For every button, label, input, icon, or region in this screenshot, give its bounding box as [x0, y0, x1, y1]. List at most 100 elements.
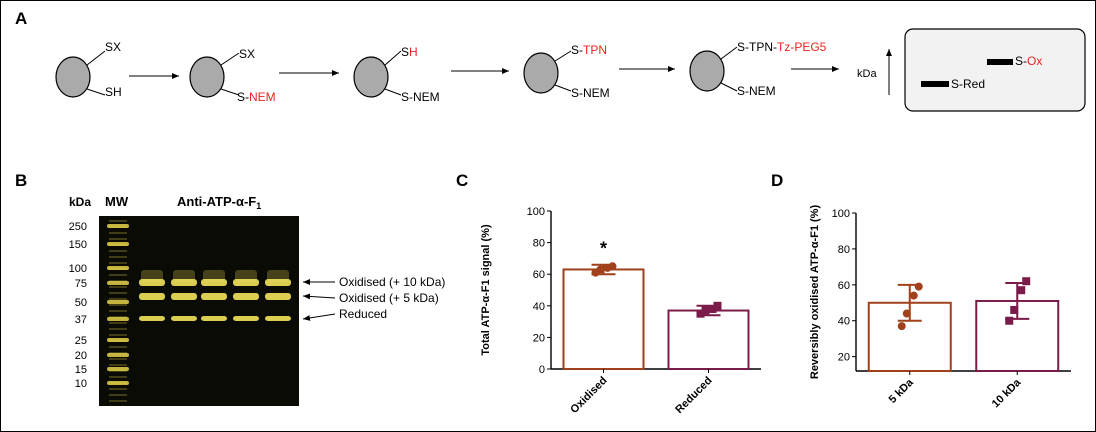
- sample-band: [265, 293, 291, 300]
- blot-kda-header: kDa: [69, 195, 91, 209]
- marker-label: 15: [75, 364, 87, 376]
- y-tick-label: 80: [533, 238, 545, 250]
- data-point: [608, 262, 617, 271]
- step4-top-highlight: TPN: [583, 43, 607, 57]
- ladder-smear: [109, 316, 127, 318]
- step2-bottom: S-: [237, 90, 249, 104]
- ladder-band: [107, 300, 129, 304]
- y-axis-label: Total ATP-α-F1 signal (%): [480, 224, 492, 356]
- marker-label: 50: [75, 297, 87, 309]
- sample-smear: [173, 270, 195, 282]
- ladder-smear: [109, 304, 127, 306]
- ladder-band: [107, 224, 129, 228]
- blot-image: [99, 216, 299, 406]
- scheme-step-2: SX S-NEM: [189, 47, 276, 104]
- ladder-band: [107, 266, 129, 270]
- sample-band: [201, 279, 227, 286]
- ladder-smear: [109, 268, 127, 270]
- ladder-band: [107, 242, 129, 246]
- marker-label: 20: [75, 350, 87, 362]
- band-arrow: [302, 313, 336, 321]
- ladder-smear: [109, 244, 127, 246]
- step1-bottom: SH: [105, 85, 122, 99]
- svg-text:S-TPN-Tz-PEG5: S-TPN-Tz-PEG5: [737, 40, 827, 54]
- y-tick-label: 100: [527, 206, 545, 218]
- ladder-band: [107, 338, 129, 342]
- ladder-band: [107, 353, 129, 357]
- ladder-smear: [109, 250, 127, 252]
- sample-band: [171, 293, 197, 300]
- sample-band: [265, 316, 291, 321]
- step2-bottom-highlight: NEM: [249, 90, 276, 104]
- sample-band: [265, 279, 291, 286]
- ladder-smear: [109, 310, 127, 312]
- data-point: [909, 291, 918, 300]
- step4-bottom: S-NEM: [571, 86, 610, 100]
- band-labels: Oxidised (+ 10 kDa) Oxidised (+ 5 kDa) Red…: [302, 275, 445, 321]
- sample-smear: [235, 270, 257, 282]
- marker-label: 25: [75, 335, 87, 347]
- ladder-smear: [109, 274, 127, 276]
- ladder-smear: [109, 364, 127, 366]
- band-arrow: [302, 293, 336, 300]
- ladder-smear: [109, 220, 127, 222]
- y-tick-label: 60: [838, 280, 850, 292]
- data-point: [914, 282, 923, 291]
- ladder-smear: [109, 280, 127, 282]
- ox-band: [987, 59, 1013, 65]
- svg-text:Anti-ATP-α-F1: Anti-ATP-α-F1: [177, 194, 261, 211]
- ladder-smear: [109, 334, 127, 336]
- data-point: [1022, 277, 1031, 286]
- sample-band: [233, 293, 259, 300]
- ladder-smear: [109, 298, 127, 300]
- data-point: [713, 301, 722, 310]
- data-point: [696, 309, 705, 318]
- x-tick-label: 5 kDa: [887, 376, 917, 406]
- blot-antibody-label: Anti-ATP-α-F: [177, 194, 256, 209]
- band-label: Oxidised (+ 5 kDa): [339, 291, 439, 305]
- sample-lanes: [139, 270, 291, 321]
- data-point: [708, 304, 717, 313]
- sample-band: [201, 293, 227, 300]
- scheme-panel: SX SH SX S-NEM SH S-NEM S- TPN S-: [55, 28, 1086, 112]
- band-label: Reduced: [339, 307, 387, 321]
- svg-text:SH: SH: [401, 45, 418, 59]
- chart-c: Total ATP-α-F1 signal (%) 0 20 40 60 80 100 Oxi…: [480, 206, 761, 416]
- y-tick-label: 40: [838, 316, 850, 328]
- svg-text:S-NEM: S-NEM: [237, 90, 276, 104]
- sample-smear: [203, 270, 225, 282]
- ladder-lane: [107, 220, 129, 402]
- significance-marker: *: [600, 239, 607, 259]
- scheme-step-3: SH S-NEM: [353, 45, 440, 104]
- bar: [667, 309, 750, 370]
- step5-bottom: S-NEM: [737, 84, 776, 98]
- ladder-smear: [109, 286, 127, 288]
- ladder-band: [107, 317, 129, 321]
- data-point: [1010, 305, 1019, 314]
- ladder-smear: [109, 400, 127, 402]
- data-point: [701, 306, 710, 315]
- ladder-smear: [109, 376, 127, 378]
- y-tick-label: 0: [539, 364, 545, 376]
- data-point: [897, 322, 906, 331]
- scheme-step-1: SX SH: [55, 40, 122, 99]
- ladder-smear: [109, 328, 127, 330]
- x-tick-label: Reduced: [673, 375, 714, 416]
- sample-band: [171, 279, 197, 286]
- ladder-smear: [109, 292, 127, 294]
- ladder-smear: [109, 358, 127, 360]
- ladder-smear: [109, 370, 127, 372]
- chart-d: Reversibly oxidised ATP-α-F1 (%) 20 40 60 80…: [809, 205, 1071, 410]
- ox-band-prefix: S-: [1015, 54, 1027, 68]
- scheme-step-4: S-TPN S-NEM: [523, 43, 610, 100]
- sample-band: [233, 316, 259, 321]
- y-tick-label: 60: [533, 269, 545, 281]
- sample-band: [139, 316, 165, 321]
- step3-bottom: S-NEM: [401, 90, 440, 104]
- step5-top: S-TPN-: [737, 40, 777, 54]
- ox-band-highlight: Ox: [1027, 54, 1042, 68]
- step3-top-highlight: H: [409, 45, 418, 59]
- bar: [562, 268, 645, 370]
- step2-top: SX: [239, 47, 255, 61]
- marker-label: 100: [69, 263, 87, 275]
